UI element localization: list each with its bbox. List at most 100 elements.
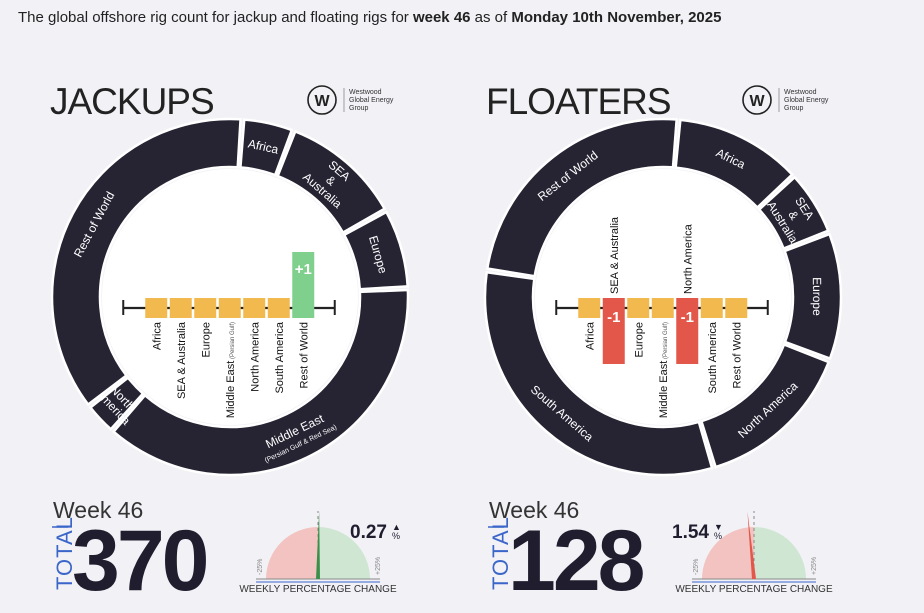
weekly-change-value: 1.54	[672, 522, 709, 543]
total-label: TOTAL	[52, 516, 77, 590]
donut-segment-middle-east	[111, 288, 410, 477]
logo-text-line: Group	[784, 105, 804, 112]
donut-segment-europe	[783, 232, 843, 361]
bar-value-label: -1	[681, 309, 694, 326]
gauge-needle	[316, 511, 320, 580]
bar-category-north-america: North America	[682, 223, 694, 294]
percent-sign: %	[714, 531, 722, 541]
donut-segment-north-america	[88, 375, 145, 431]
gauge-negative-half	[702, 527, 754, 579]
logo-ring	[307, 85, 337, 115]
gauge-min-group: -25%	[693, 559, 700, 575]
headline-prefix: The global offshore rig count for jackup…	[18, 9, 413, 26]
bar-rest-of-world	[725, 298, 748, 318]
floaters-title: FLOATERS	[486, 81, 671, 122]
bar-south-america	[267, 298, 290, 318]
bar-category-africa: Africa	[151, 321, 163, 350]
headline: The global offshore rig count for jackup…	[18, 9, 721, 26]
logo-text-line: Westwood	[784, 89, 817, 96]
bar-value-label: +1	[295, 261, 312, 278]
bar-sea-australia	[169, 298, 192, 318]
bar-category-label: North America	[249, 321, 261, 392]
total-count: 370	[72, 513, 207, 609]
total-label-group: TOTAL	[52, 516, 77, 590]
down-arrow-icon: ▼	[714, 522, 723, 532]
logo-text-line: Westwood	[349, 89, 382, 96]
gauge-max-group: +25%	[375, 557, 382, 575]
bar-category-rest-of-world: Rest of World	[731, 322, 743, 388]
headline-middle: as of	[470, 9, 512, 26]
bar-category-label: South America	[274, 321, 286, 393]
bar-europe	[194, 298, 217, 318]
week-label: Week 46	[489, 497, 579, 523]
donut-segment-south-america	[483, 270, 714, 477]
bar-africa	[145, 298, 168, 318]
logo-ring	[742, 85, 772, 115]
gauge-max-label: +25%	[375, 557, 382, 575]
percent-sign: %	[392, 531, 400, 541]
bar-category-note: (Persian Gulf)	[230, 322, 236, 361]
bar-north-america	[243, 298, 266, 318]
bar-category-africa: Africa	[584, 321, 596, 350]
bar-category-europe: Europe	[633, 322, 645, 357]
headline-week: week 46	[412, 9, 471, 26]
bar-middle-east	[651, 298, 674, 318]
bar-category-label: Africa	[584, 321, 596, 350]
donut-segment-rest-of-world	[485, 117, 678, 278]
bar-category-note: (Persian Gulf)	[663, 322, 669, 361]
up-arrow-icon: ▲	[392, 522, 401, 532]
logo-text-line: Global Energy	[784, 97, 829, 104]
total-label-group: TOTAL	[488, 516, 513, 590]
gauge-positive-half	[318, 527, 370, 579]
logo-monogram: W	[749, 93, 765, 110]
total-label: TOTAL	[488, 516, 513, 590]
donut-segment-africa	[674, 118, 794, 210]
bar-category-north-america: North America	[249, 321, 261, 392]
bar-rest-of-world	[292, 252, 315, 318]
bar-category-label: Rest of World	[298, 322, 310, 388]
logo-monogram: W	[314, 93, 330, 110]
bar-category-sea-australia: SEA & Australia	[176, 321, 188, 399]
bar-africa	[578, 298, 601, 318]
gauge-positive-half	[754, 527, 806, 579]
gauge-min-group: -25%	[257, 559, 264, 575]
bar-category-europe: Europe	[200, 322, 212, 357]
bar-category-label: Europe	[633, 322, 645, 357]
gauge-min-label: -25%	[257, 559, 264, 575]
bar-category-label: Africa	[151, 321, 163, 350]
bar-north-america	[676, 298, 699, 364]
week-label: Week 46	[53, 497, 143, 523]
bar-value-label: -1	[607, 309, 620, 326]
segment-label: Africa	[247, 136, 280, 156]
gauge-max-label: +25%	[811, 557, 818, 575]
donut-segment-sea-australia	[276, 129, 387, 235]
gauge-caption: WEEKLY PERCENTAGE CHANGE	[675, 584, 833, 595]
bar-category-sea-australia: SEA & Australia	[609, 216, 621, 294]
donut-label-africa: Africa	[247, 136, 280, 156]
bar-category-label: South America	[707, 321, 719, 393]
gauge-negative-half	[266, 527, 318, 579]
weekly-change-gauge: -25% +25% WEEKLY PERCENTAGE CHANGE	[675, 511, 833, 595]
donut-center	[535, 169, 791, 425]
donut-label-europe: Europe	[810, 277, 824, 316]
logo-text-line: Group	[349, 105, 369, 112]
donut-segment-rest-of-world	[50, 117, 242, 407]
bar-category-rest-of-world: Rest of World	[298, 322, 310, 388]
bar-category-south-america: South America	[707, 321, 719, 393]
total-count: 128	[508, 513, 644, 609]
bar-category-label: Europe	[200, 322, 212, 357]
donut-segment-sea-australia	[757, 175, 830, 251]
segment-label: Europe	[810, 277, 824, 316]
gauge-max-group: +25%	[811, 557, 818, 575]
headline-date: Monday 10th November, 2025	[511, 9, 722, 26]
donut-segment-north-america	[699, 342, 831, 469]
gauge-min-label: -25%	[693, 559, 700, 575]
logo-text-line: Global Energy	[349, 97, 394, 104]
bar-middle-east	[218, 298, 241, 318]
